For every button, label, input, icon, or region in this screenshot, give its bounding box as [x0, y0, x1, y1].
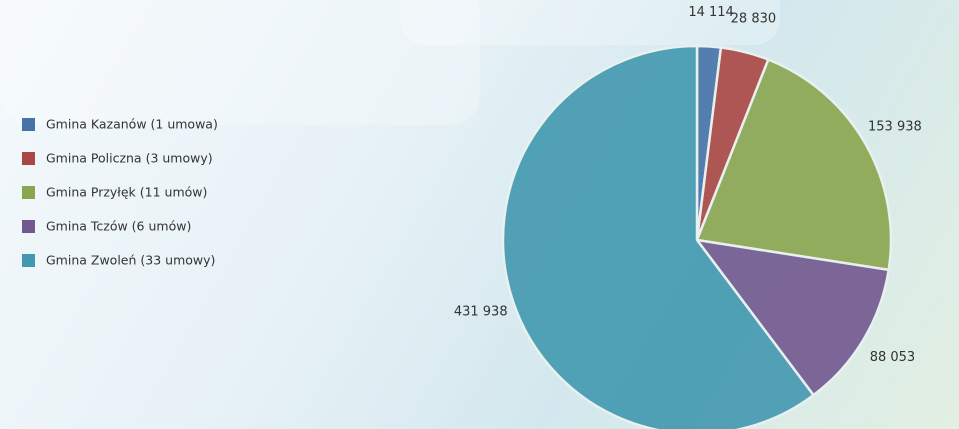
- pie-slice: [695, 57, 893, 272]
- data-label: 14 114: [688, 5, 734, 20]
- data-label: 28 830: [731, 12, 777, 27]
- legend-swatch: [22, 254, 35, 267]
- legend-swatch: [22, 118, 35, 131]
- legend-swatch: [22, 152, 35, 165]
- legend-label: Gmina Kazanów (1 umowa): [46, 117, 218, 132]
- legend-label: Gmina Przyłęk (11 umów): [46, 185, 207, 200]
- legend-label: Gmina Tczów (6 umów): [46, 219, 191, 234]
- data-label: 88 053: [870, 350, 916, 365]
- background-panel: [0, 0, 480, 125]
- background-panel: [400, 0, 780, 45]
- pie-slice: [501, 44, 816, 429]
- data-label: 153 938: [868, 119, 922, 134]
- legend-label: Gmina Policzna (3 umowy): [46, 151, 213, 166]
- legend-label: Gmina Zwoleń (33 umowy): [46, 253, 215, 268]
- data-label: 431 938: [454, 305, 508, 320]
- legend-swatch: [22, 220, 35, 233]
- pie-slice: [694, 238, 891, 397]
- legend-swatch: [22, 186, 35, 199]
